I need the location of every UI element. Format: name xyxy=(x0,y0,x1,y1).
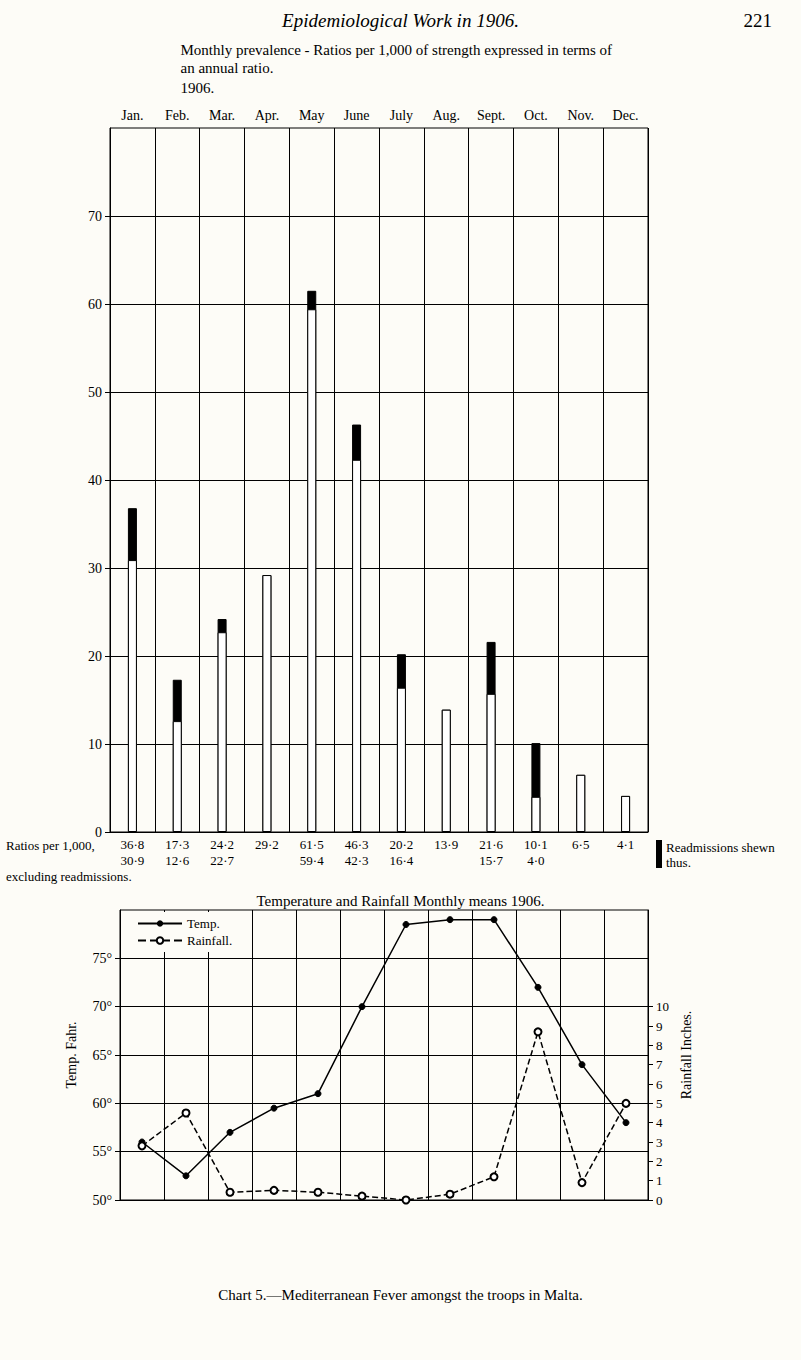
svg-text:75°: 75° xyxy=(92,951,112,966)
svg-text:70: 70 xyxy=(88,209,102,224)
svg-text:40: 40 xyxy=(88,473,102,488)
svg-text:6·5: 6·5 xyxy=(572,837,589,852)
svg-text:4·1: 4·1 xyxy=(617,837,634,852)
svg-text:Ratios per 1,000,: Ratios per 1,000, xyxy=(6,838,95,853)
svg-text:70°: 70° xyxy=(92,999,112,1014)
svg-text:59·4: 59·4 xyxy=(300,853,324,868)
svg-text:3: 3 xyxy=(656,1135,663,1150)
svg-text:Rainfall Inches.: Rainfall Inches. xyxy=(679,1011,694,1100)
svg-text:20: 20 xyxy=(88,649,102,664)
svg-text:16·4: 16·4 xyxy=(389,853,413,868)
svg-text:50: 50 xyxy=(88,385,102,400)
svg-text:July: July xyxy=(390,108,413,123)
svg-text:June: June xyxy=(344,108,370,123)
svg-text:Nov.: Nov. xyxy=(567,108,594,123)
svg-text:6: 6 xyxy=(656,1077,663,1092)
svg-text:30·9: 30·9 xyxy=(120,853,144,868)
svg-text:Oct.: Oct. xyxy=(524,108,548,123)
svg-text:Dec.: Dec. xyxy=(613,108,639,123)
svg-text:10: 10 xyxy=(88,737,102,752)
svg-text:12·6: 12·6 xyxy=(165,853,189,868)
svg-text:Feb.: Feb. xyxy=(165,108,190,123)
svg-text:10·1: 10·1 xyxy=(524,837,548,852)
svg-text:an annual ratio.: an annual ratio. xyxy=(181,60,274,76)
svg-text:42·3: 42·3 xyxy=(345,853,369,868)
svg-text:1906.: 1906. xyxy=(181,80,215,96)
svg-text:50°: 50° xyxy=(92,1193,112,1208)
svg-text:Jan.: Jan. xyxy=(121,108,143,123)
svg-text:Temperature and Rainfall Month: Temperature and Rainfall Monthly means 1… xyxy=(256,893,544,909)
svg-text:Temp.: Temp. xyxy=(187,916,220,931)
svg-text:4·0: 4·0 xyxy=(527,853,544,868)
svg-text:30: 30 xyxy=(88,561,102,576)
svg-text:5: 5 xyxy=(656,1096,663,1111)
svg-text:8: 8 xyxy=(656,1038,663,1053)
svg-text:Sept.: Sept. xyxy=(477,108,505,123)
svg-text:Rainfall.: Rainfall. xyxy=(187,933,232,948)
svg-text:21·6: 21·6 xyxy=(479,837,503,852)
svg-text:Apr.: Apr. xyxy=(255,108,280,123)
svg-text:Monthly prevalence - Ratios pe: Monthly prevalence - Ratios per 1,000 of… xyxy=(181,42,616,58)
svg-text:20·2: 20·2 xyxy=(389,837,413,852)
svg-text:excluding readmissions.: excluding readmissions. xyxy=(6,869,132,884)
svg-text:15·7: 15·7 xyxy=(479,853,503,868)
svg-text:May: May xyxy=(299,108,325,123)
svg-text:1: 1 xyxy=(656,1173,663,1188)
svg-text:Temp. Fahr.: Temp. Fahr. xyxy=(64,1021,79,1088)
svg-text:60°: 60° xyxy=(92,1096,112,1111)
svg-text:36·8: 36·8 xyxy=(120,837,144,852)
svg-text:13·9: 13·9 xyxy=(434,837,458,852)
svg-text:29·2: 29·2 xyxy=(255,837,279,852)
svg-text:Chart 5.—Mediterranean Fever a: Chart 5.—Mediterranean Fever amongst the… xyxy=(218,1287,583,1303)
svg-text:22·7: 22·7 xyxy=(210,853,234,868)
svg-text:4: 4 xyxy=(656,1115,663,1130)
svg-text:2: 2 xyxy=(656,1154,663,1169)
svg-text:46·3: 46·3 xyxy=(345,837,369,852)
svg-text:7: 7 xyxy=(656,1057,663,1072)
svg-text:9: 9 xyxy=(656,1019,663,1034)
svg-text:60: 60 xyxy=(88,297,102,312)
svg-text:0: 0 xyxy=(656,1193,663,1208)
svg-text:0: 0 xyxy=(95,825,102,840)
svg-text:Aug.: Aug. xyxy=(432,108,460,123)
svg-text:17·3: 17·3 xyxy=(165,837,189,852)
svg-text:10: 10 xyxy=(656,999,669,1014)
svg-text:24·2: 24·2 xyxy=(210,837,234,852)
svg-text:Epidemiological Work in 1906.: Epidemiological Work in 1906. xyxy=(281,10,519,31)
svg-text:65°: 65° xyxy=(92,1048,112,1063)
svg-text:Mar.: Mar. xyxy=(209,108,235,123)
svg-text:55°: 55° xyxy=(92,1144,112,1159)
svg-text:thus.: thus. xyxy=(666,855,691,870)
svg-text:61·5: 61·5 xyxy=(300,837,324,852)
svg-text:221: 221 xyxy=(744,10,773,31)
svg-text:Readmissions shewn: Readmissions shewn xyxy=(666,840,778,855)
